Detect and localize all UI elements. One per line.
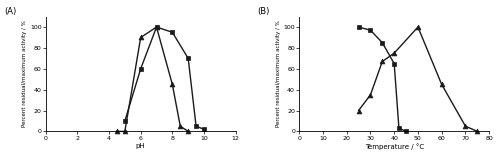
Text: (A): (A) xyxy=(4,7,16,16)
Y-axis label: Percent residual/maximum activity / %: Percent residual/maximum activity / % xyxy=(22,21,27,127)
X-axis label: pH: pH xyxy=(136,143,145,149)
X-axis label: Temperature / °C: Temperature / °C xyxy=(364,143,424,150)
Text: (B): (B) xyxy=(258,7,270,16)
Y-axis label: Percent residual/maximum activity / %: Percent residual/maximum activity / % xyxy=(276,21,280,127)
